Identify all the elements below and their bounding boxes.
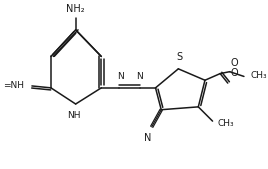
Text: O: O [231, 58, 238, 68]
Text: O: O [231, 68, 238, 78]
Text: N: N [144, 132, 152, 142]
Text: NH₂: NH₂ [66, 4, 85, 14]
Text: CH₃: CH₃ [217, 119, 234, 128]
Text: N: N [117, 72, 124, 81]
Text: S: S [176, 52, 182, 62]
Text: =NH: =NH [3, 81, 24, 90]
Text: N: N [136, 72, 143, 81]
Text: NH: NH [67, 111, 80, 120]
Text: CH₃: CH₃ [251, 71, 267, 80]
